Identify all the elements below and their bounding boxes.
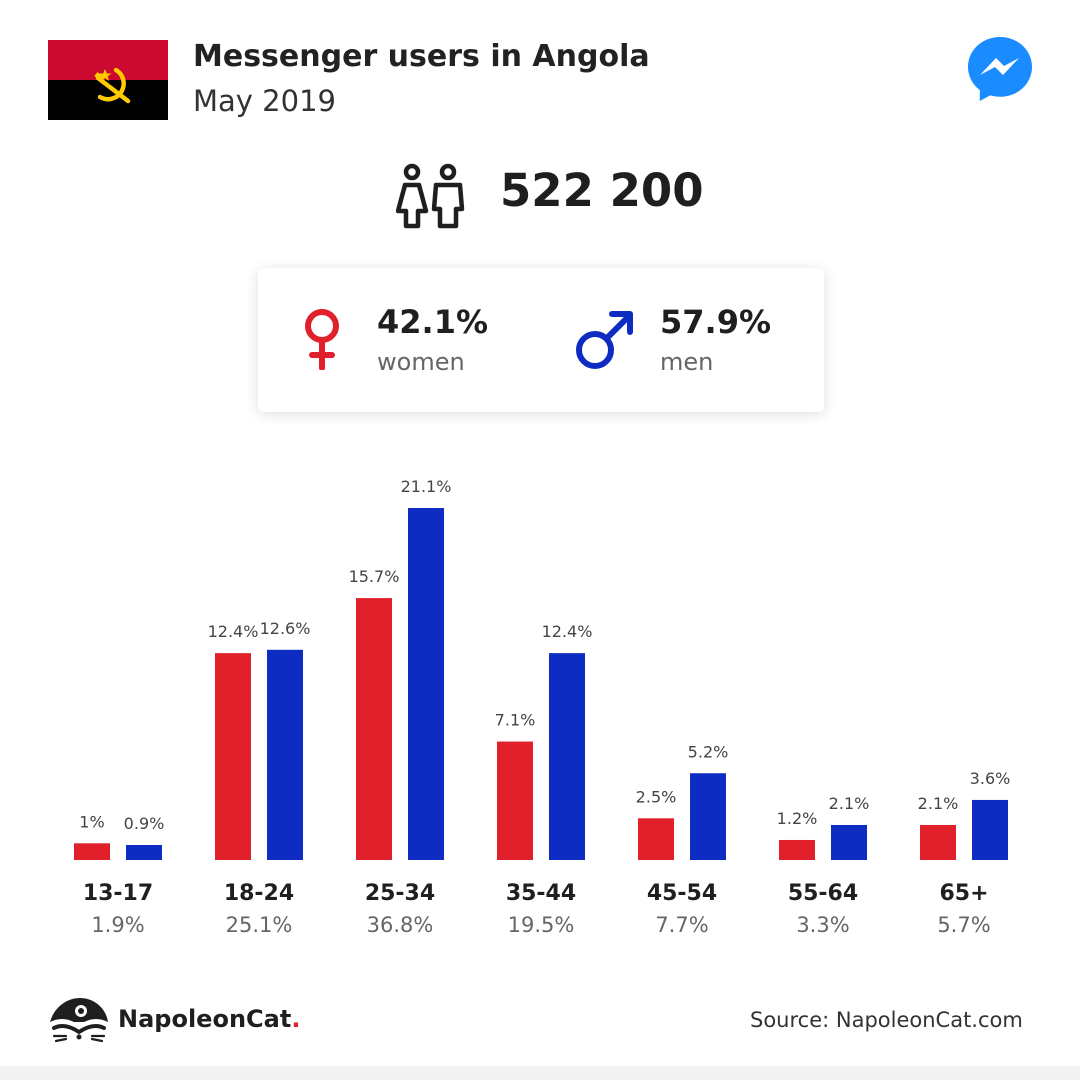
- age-group-label: 18-24: [224, 881, 294, 906]
- bar-55-64-s0: [779, 839, 815, 860]
- chart-subtitle: May 2019: [193, 84, 336, 118]
- bar-18-24-s0: [215, 653, 251, 860]
- female-icon: [305, 309, 339, 370]
- bar-value-label: 12.4%: [542, 622, 593, 641]
- users-icon: [396, 163, 465, 229]
- age-group-total: 36.8%: [367, 913, 434, 937]
- men-percentage: 57.9%: [660, 303, 772, 341]
- age-group-total: 1.9%: [91, 913, 144, 937]
- bar-value-label: 7.1%: [495, 711, 536, 730]
- age-group-label: 55-64: [788, 881, 858, 906]
- napoleoncat-logo-icon: [50, 998, 108, 1043]
- brand-name: NapoleonCat.: [118, 1003, 300, 1035]
- male-icon: [576, 311, 633, 369]
- bar-55-64-s1: [831, 824, 867, 860]
- bar-13-17-s0: [74, 843, 110, 860]
- gender-card: 42.1% women 57.9% men: [258, 268, 824, 412]
- bar-65+-s1: [972, 799, 1008, 860]
- bar-value-label: 3.6%: [970, 769, 1011, 788]
- age-group-total: 5.7%: [937, 913, 990, 937]
- bar-value-label: 15.7%: [349, 567, 400, 586]
- total-users-value: 522 200: [500, 164, 704, 217]
- bar-value-label: 2.1%: [829, 794, 870, 813]
- age-group-label: 35-44: [506, 881, 576, 906]
- messenger-logo-icon: [968, 37, 1032, 101]
- age-group-label: 13-17: [83, 881, 153, 906]
- women-label: women: [377, 348, 465, 376]
- bottom-strip: [0, 1066, 1080, 1080]
- bar-45-54-s1: [690, 773, 726, 860]
- bar-13-17-s1: [126, 844, 162, 860]
- men-label: men: [660, 348, 714, 376]
- bar-45-54-s0: [638, 818, 674, 860]
- bar-65+-s0: [920, 824, 956, 860]
- chart-title: Messenger users in Angola: [193, 39, 650, 74]
- bar-value-label: 12.6%: [260, 619, 311, 638]
- bar-value-label: 2.1%: [918, 794, 959, 813]
- age-group-total: 25.1%: [226, 913, 293, 937]
- women-percentage: 42.1%: [377, 303, 489, 341]
- brand-name-text: NapoleonCat: [118, 1005, 292, 1033]
- bar-value-label: 5.2%: [688, 742, 729, 761]
- age-group-total: 19.5%: [508, 913, 575, 937]
- bar-18-24-s1: [267, 649, 303, 860]
- bar-value-label: 1%: [79, 812, 104, 831]
- age-group-label: 45-54: [647, 881, 717, 906]
- bar-value-label: 21.1%: [401, 477, 452, 496]
- age-group-total: 7.7%: [655, 913, 708, 937]
- age-group-total: 3.3%: [796, 913, 849, 937]
- bar-25-34-s0: [356, 598, 392, 860]
- angola-flag-icon: [48, 40, 168, 120]
- bar-25-34-s1: [408, 508, 444, 860]
- bar-value-label: 2.5%: [636, 787, 677, 806]
- source-text: Source: NapoleonCat.com: [750, 1008, 1023, 1032]
- brand-dot: .: [291, 1005, 301, 1033]
- bar-35-44-s1: [549, 653, 585, 860]
- bar-value-label: 12.4%: [208, 622, 259, 641]
- bar-value-label: 0.9%: [124, 814, 165, 833]
- bar-35-44-s0: [497, 741, 533, 860]
- age-group-label: 25-34: [365, 881, 435, 906]
- age-group-label: 65+: [939, 881, 988, 906]
- bar-value-label: 1.2%: [777, 809, 818, 828]
